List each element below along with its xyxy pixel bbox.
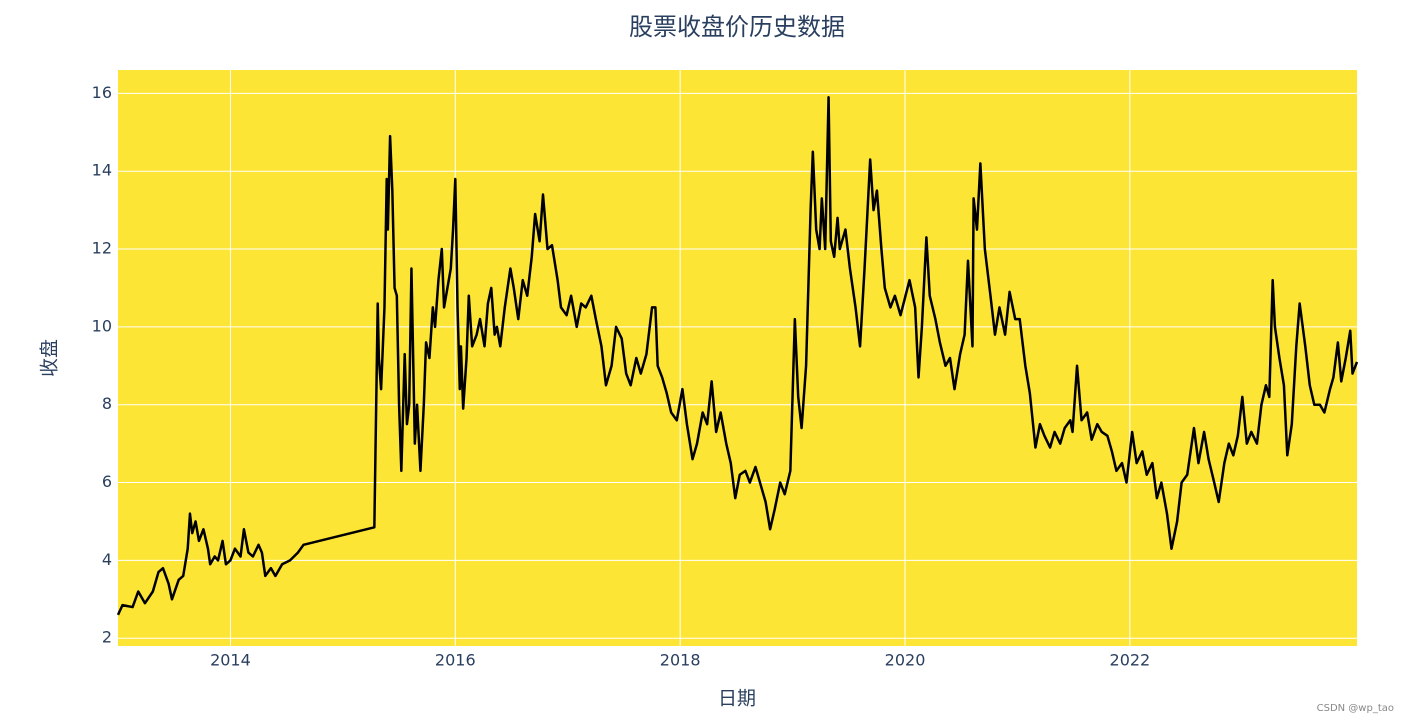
y-axis-label: 收盘 [39,339,61,377]
x-tick-label: 2014 [210,651,251,670]
y-tick-label: 12 [92,239,112,258]
y-tick-label: 6 [102,472,112,491]
price-line [116,95,1359,616]
watermark: CSDN @wp_tao [1317,703,1394,714]
x-tick-label: 2016 [435,651,476,670]
y-tick-label: 10 [92,316,112,335]
y-tick-label: 14 [92,161,112,180]
y-tick-label: 2 [102,628,112,647]
x-axis-label: 日期 [718,688,756,710]
x-tick-label: 2022 [1110,651,1151,670]
plot-background [118,70,1357,646]
x-tick-label: 2020 [885,651,926,670]
y-tick-label: 4 [102,550,112,569]
chart-title: 股票收盘价历史数据 [629,13,845,41]
x-tick-label: 2018 [660,651,701,670]
y-tick-label: 16 [92,83,112,102]
y-tick-label: 8 [102,394,112,413]
